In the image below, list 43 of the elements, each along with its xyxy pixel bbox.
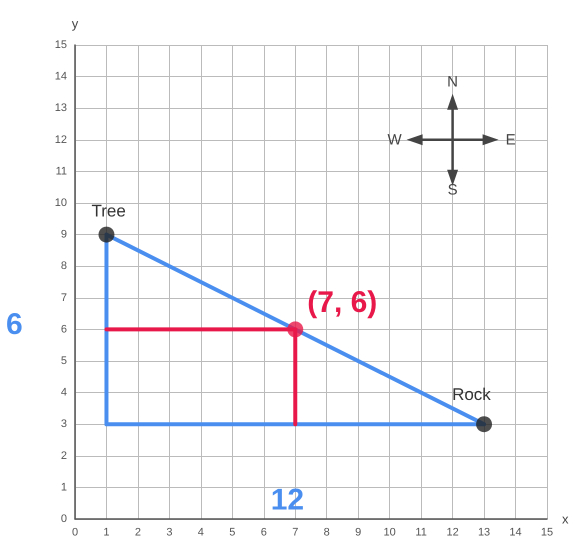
y-tick-label: 2 <box>60 450 67 462</box>
x-tick-label: 3 <box>166 526 172 538</box>
x-tick-label: 5 <box>229 526 236 538</box>
x-tick-label: 4 <box>198 526 204 538</box>
x-tick-label: 8 <box>324 526 330 538</box>
y-tick-label: 13 <box>54 102 67 114</box>
y-tick-label: 6 <box>60 323 67 336</box>
x-tick-label: 14 <box>509 526 522 538</box>
annotation: (7, 6) <box>307 286 378 319</box>
x-tick-label: 6 <box>260 526 267 538</box>
annotation: Tree <box>91 202 126 221</box>
x-tick-label: 0 <box>72 526 78 538</box>
annotation: N <box>447 73 458 90</box>
annotation: W <box>388 131 403 148</box>
y-tick-label: 7 <box>60 292 67 304</box>
y-tick-label: 4 <box>60 386 67 399</box>
y-tick-label: 9 <box>60 228 67 241</box>
y-tick-label: 8 <box>60 260 67 272</box>
y-tick-label: 3 <box>60 418 67 430</box>
x-axis-title: x <box>562 512 569 526</box>
annotation: 12 <box>270 484 304 517</box>
annotation: Rock <box>452 385 492 404</box>
x-tick-label: 2 <box>134 526 141 538</box>
y-tick-label: 5 <box>60 355 67 367</box>
y-tick-label: 15 <box>54 39 67 51</box>
annotation: S <box>448 181 458 198</box>
y-tick-label: 11 <box>56 165 67 178</box>
x-tick-label: 11 <box>415 526 427 538</box>
x-tick-label: 12 <box>446 526 459 538</box>
text: 6 <box>6 308 23 341</box>
x-tick-label: 9 <box>355 526 362 538</box>
annotation: E <box>506 131 516 148</box>
x-tick-label: 10 <box>384 526 396 538</box>
y-axis-title: y <box>72 16 79 31</box>
y-tick-label: 12 <box>54 134 67 146</box>
y-tick-label: 10 <box>54 197 67 209</box>
x-tick-label: 1 <box>103 526 110 538</box>
x-tick-label: 15 <box>540 526 554 538</box>
y-tick-label: 14 <box>54 70 67 83</box>
y-tick-label: 0 <box>60 513 67 525</box>
x-tick-label: 7 <box>292 526 298 538</box>
y-tick-label: 1 <box>60 481 67 494</box>
x-tick-label: 13 <box>478 526 490 538</box>
